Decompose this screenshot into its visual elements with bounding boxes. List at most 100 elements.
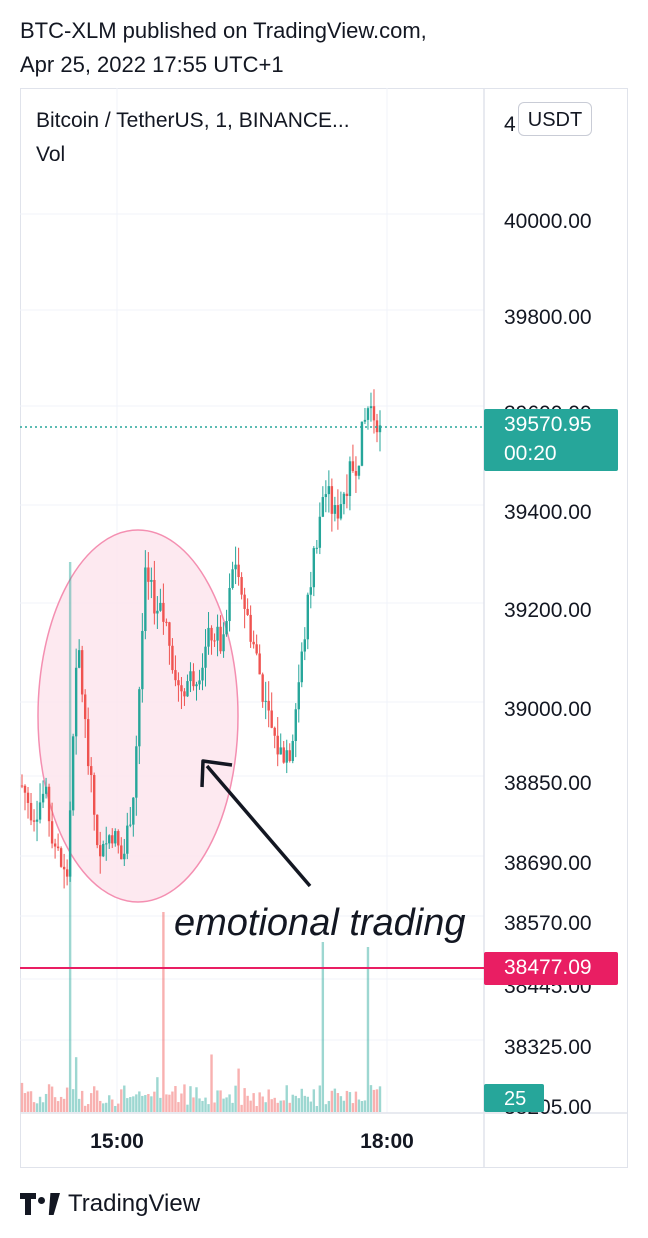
last-price-tag: 39570.95 00:20 [484, 409, 618, 471]
candle-body [357, 465, 361, 476]
candle-body [309, 587, 313, 595]
volume-bar [32, 1102, 36, 1112]
volume-bar [102, 1103, 105, 1112]
symbol-label[interactable]: Bitcoin / TetherUS, 1, BINANCE... [36, 109, 350, 132]
price-tick-label: 39400.00 [504, 501, 592, 524]
volume-bar [93, 1086, 96, 1112]
volume-bar [65, 1087, 69, 1112]
volume-bar [264, 1102, 267, 1112]
time-tick-label: 18:00 [360, 1130, 414, 1153]
volume-bar [291, 1094, 294, 1112]
candle-body [276, 735, 279, 755]
volume-bar [294, 1095, 297, 1112]
candle-body [330, 486, 334, 514]
volume-bar [26, 1091, 30, 1112]
candle-body [348, 461, 352, 496]
candle-body [234, 564, 237, 570]
volume-bar [219, 1090, 222, 1112]
candle-body [62, 866, 66, 870]
candle-body [71, 736, 75, 811]
candle-body [210, 627, 213, 641]
volume-bar [195, 1087, 198, 1112]
candle-body [156, 610, 159, 614]
candle-body [177, 680, 180, 686]
volume-bar [165, 1094, 168, 1112]
publish-header: BTC-XLM published on TradingView.com, Ap… [20, 14, 427, 82]
volume-bar [225, 1097, 228, 1112]
volume-bar [123, 1085, 126, 1112]
candle-body [47, 786, 51, 822]
volume-bar [372, 1089, 376, 1112]
candle-body [312, 548, 316, 588]
volume-bar [303, 1095, 306, 1112]
volume-bar [138, 1091, 141, 1112]
candle-body [126, 825, 129, 854]
volume-bar [312, 1089, 316, 1112]
footer-brand[interactable]: TradingView [20, 1186, 200, 1222]
time-tick-label: 15:00 [90, 1130, 144, 1153]
volume-bar [231, 1102, 234, 1112]
currency-unit-badge[interactable]: USDT [518, 102, 592, 136]
volume-bar [348, 1092, 352, 1112]
volume-bar [56, 1101, 60, 1112]
candle-body [291, 741, 294, 761]
candle-body [135, 746, 138, 798]
volume-bar [153, 1091, 156, 1112]
candle-body [336, 505, 340, 519]
candle-body [300, 651, 303, 683]
volume-bar [363, 1100, 367, 1112]
volume-bar [174, 1086, 177, 1112]
candle-body [150, 579, 153, 582]
volume-bar [327, 1100, 331, 1112]
candle-body [50, 821, 54, 844]
price-tick-label: 39000.00 [504, 698, 592, 721]
candle-body [153, 579, 156, 614]
volume-bar [80, 1090, 84, 1112]
volume-bar [108, 1095, 111, 1112]
candle-body [162, 602, 165, 622]
volume-tag: 25 [484, 1084, 544, 1112]
volume-bar [53, 1097, 57, 1112]
candle-body [44, 786, 48, 794]
volume-bar [159, 1097, 162, 1112]
candle-body [213, 640, 216, 642]
volume-bar [288, 1102, 291, 1112]
volume-label: Vol [36, 143, 66, 166]
candle-body [59, 848, 63, 867]
volume-bar [111, 1099, 114, 1112]
candle-body [20, 785, 24, 787]
volume-bar [177, 1102, 180, 1112]
volume-bar [99, 1100, 102, 1112]
volume-bar [144, 1095, 147, 1112]
price-tick-label: 38850.00 [504, 772, 592, 795]
candle-body [35, 819, 39, 822]
candle-body [294, 709, 297, 742]
volume-bar [369, 1085, 373, 1112]
volume-bar [330, 1090, 334, 1112]
candle-body [363, 419, 367, 422]
candle-body [93, 775, 96, 815]
price-tick-label: 38570.00 [504, 912, 592, 935]
volume-bar [141, 1095, 144, 1112]
volume-bar [47, 1084, 51, 1112]
candle-body [249, 614, 252, 642]
volume-bar [351, 1103, 355, 1112]
volume-bar [267, 1089, 270, 1112]
candle-body [165, 621, 168, 623]
candle-body [86, 719, 90, 767]
candle-body [120, 845, 123, 860]
volume-bar [276, 1102, 279, 1112]
volume-bar [117, 1103, 120, 1112]
volume-bar [246, 1095, 249, 1112]
candle-body [288, 750, 291, 761]
candle-body [354, 471, 358, 476]
candle-body [99, 845, 102, 857]
candle-body [159, 602, 162, 611]
candle-body [252, 641, 255, 645]
candle-body [171, 645, 174, 671]
volume-value: 25 [504, 1088, 527, 1110]
volume-bar [126, 1098, 129, 1112]
volume-bar [74, 1057, 78, 1112]
volume-bar [210, 1054, 213, 1112]
